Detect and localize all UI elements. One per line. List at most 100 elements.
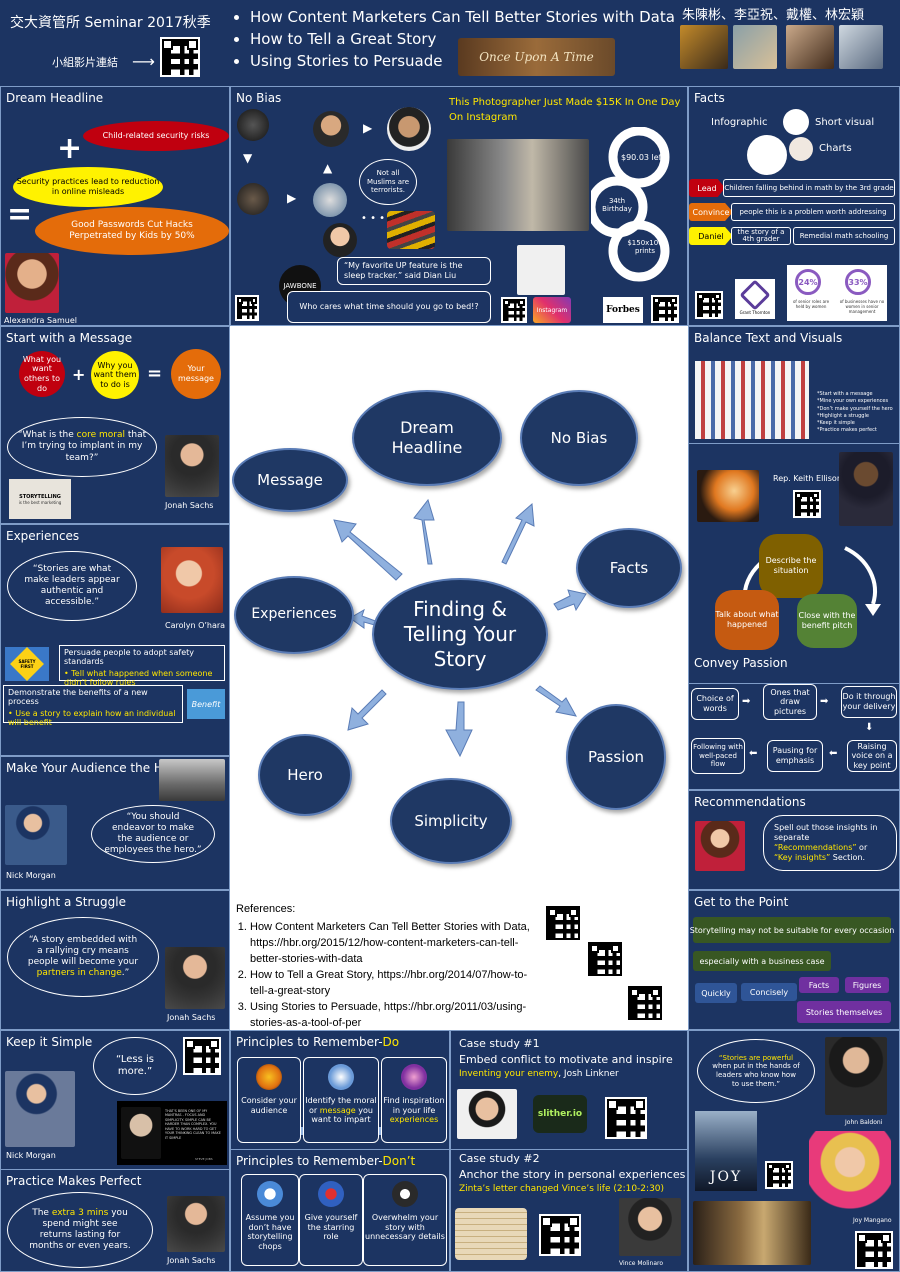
forbes-qr-code[interactable] bbox=[651, 295, 679, 323]
panel-title: Practice Makes Perfect bbox=[6, 1174, 142, 1188]
topic-list: How Content Marketers Can Tell Better St… bbox=[230, 6, 675, 72]
title-highlight: Do bbox=[382, 1035, 400, 1049]
lead-tag: Lead bbox=[689, 179, 725, 197]
plus-sign: + bbox=[57, 131, 83, 166]
jobs-quote-card: THAT'S BEEN ONE OF MY MANTRAS - FOCUS AN… bbox=[117, 1101, 227, 1165]
triangle-up-icon: ▲ bbox=[323, 161, 333, 175]
leaders-qr-code[interactable] bbox=[855, 1231, 893, 1269]
panel-title: Highlight a Struggle bbox=[6, 895, 126, 909]
video-qr-code[interactable] bbox=[160, 37, 200, 77]
node-dream-headline: Dream Headline bbox=[352, 390, 502, 486]
case1-panel: Case study #1 Embed conflict to motivate… bbox=[450, 1030, 688, 1150]
core-moral-bubble: “What is the core moral that I’m trying … bbox=[7, 417, 157, 477]
muslims-bubble: Not all Muslims are terrorists. bbox=[359, 159, 417, 205]
photographer-qr-code[interactable] bbox=[501, 297, 527, 323]
title-highlight: Don’t bbox=[382, 1154, 416, 1168]
equals-sign: = bbox=[147, 363, 163, 384]
case-highlight[interactable]: Inventing your enemy bbox=[459, 1069, 559, 1079]
quote-highlight: partners in change bbox=[36, 968, 122, 979]
reference-qr-code[interactable] bbox=[588, 942, 622, 976]
tip: *Highlight a struggle bbox=[817, 412, 869, 419]
node-experiences: Experiences bbox=[234, 576, 354, 654]
arrow-right-icon: ➡ bbox=[820, 696, 829, 707]
author-photo bbox=[786, 25, 834, 69]
jobs-quote: THAT'S BEEN ONE OF MY MANTRAS - FOCUS AN… bbox=[165, 1109, 221, 1140]
convince-tag: Convince bbox=[689, 203, 733, 221]
node-hero: Hero bbox=[258, 734, 352, 816]
cycle-diagram bbox=[591, 127, 670, 282]
smiling-man-photo bbox=[313, 111, 349, 147]
towers-photo bbox=[313, 183, 347, 217]
safety-box: Persuade people to adopt safety standard… bbox=[59, 645, 225, 687]
references-list: How Content Marketers Can Tell Better St… bbox=[236, 920, 542, 1032]
joy-mangano-photo bbox=[809, 1131, 891, 1213]
tip: *Don’t make yourself the hero bbox=[817, 405, 893, 412]
case1-qr-code[interactable] bbox=[605, 1097, 647, 1139]
author-photo bbox=[733, 25, 777, 69]
forbes-logo: Forbes bbox=[603, 297, 643, 323]
nick-morgan-photo bbox=[5, 1071, 75, 1147]
instagram-text: Instagram bbox=[536, 306, 568, 314]
do-highlight: message bbox=[319, 1105, 356, 1115]
alexandra-photo bbox=[5, 253, 59, 313]
leaders-bubble: “Stories are powerful when put in the ha… bbox=[697, 1039, 815, 1103]
joy-qr-code[interactable] bbox=[765, 1161, 793, 1189]
case-highlight[interactable]: Zinta’s letter changed Vince’s life (2:1… bbox=[459, 1184, 665, 1194]
safety-first-sign: SAFETY FIRST bbox=[5, 647, 49, 681]
recommend-panel: Recommendations Spell out those insights… bbox=[688, 790, 900, 890]
rec-highlight: “Recommendations” bbox=[774, 843, 857, 852]
tip: *Start with a message bbox=[817, 391, 873, 397]
node-passion: Passion bbox=[566, 704, 666, 810]
reference-item[interactable]: How Content Marketers Can Tell Better St… bbox=[250, 920, 542, 968]
no-bias-qr-code[interactable] bbox=[235, 295, 259, 321]
nick-morgan-photo bbox=[5, 805, 67, 865]
inspiration-icon bbox=[401, 1064, 427, 1090]
your-message-circle: Your message bbox=[171, 349, 221, 399]
node-simplicity: Simplicity bbox=[390, 778, 512, 864]
reference-qr-code[interactable] bbox=[546, 906, 580, 940]
simple-qr-code[interactable] bbox=[183, 1037, 221, 1075]
facts-qr-code[interactable] bbox=[695, 291, 723, 319]
case2-qr-code[interactable] bbox=[539, 1214, 581, 1256]
reference-item[interactable]: How to Tell a Great Story, https://hbr.o… bbox=[250, 968, 542, 1000]
reference-item[interactable]: Using Stories to Persuade, https://hbr.o… bbox=[250, 1000, 542, 1032]
dian-liu-photo bbox=[323, 223, 357, 257]
video-link-label[interactable]: 小組影片連結 bbox=[52, 56, 118, 69]
panel-title: Principles to Remember-Don’t bbox=[236, 1154, 415, 1168]
storytelling-book: STORYTELLING is the best marketing bbox=[9, 479, 71, 519]
arrow-to-hero bbox=[347, 689, 387, 731]
topic-item: Using Stories to Persuade bbox=[250, 50, 675, 72]
dont-text: Overwhelm your story with unnecessary de… bbox=[365, 1213, 445, 1242]
do-text: Consider your audience bbox=[241, 1096, 297, 1115]
arrowhead bbox=[865, 604, 881, 616]
infographic-circle bbox=[783, 109, 809, 135]
do-text: Find inspiration in your life bbox=[383, 1096, 445, 1115]
gear-close: Close with the benefit pitch bbox=[797, 594, 857, 648]
box-bullet-text: Tell what happened when someone didn’t f… bbox=[64, 669, 213, 687]
quote-highlight: core moral bbox=[76, 430, 126, 441]
reference-qr-code[interactable] bbox=[628, 986, 662, 1020]
cycle-label: $150x100 prints bbox=[627, 239, 663, 255]
carolyn-photo bbox=[161, 547, 223, 613]
stat-caption: of businesses have no women in senior ma… bbox=[839, 299, 885, 314]
arrow-to-simplicity bbox=[445, 701, 473, 758]
hooded-figure-photo bbox=[237, 109, 269, 141]
quote-text: you spend might see returns lasting for … bbox=[29, 1207, 131, 1252]
tips-list: *Start with a message *Mine your own exp… bbox=[817, 391, 893, 435]
author-names: 朱陳彬、李亞祝、戴權、林宏穎 bbox=[682, 8, 865, 23]
jonah-sachs-photo bbox=[165, 947, 225, 1009]
rec-text: Spell out those insights in separate bbox=[774, 823, 878, 842]
case-title: Case study #2 bbox=[459, 1152, 540, 1165]
book-title: STORYTELLING bbox=[19, 493, 61, 500]
do-highlight: experiences bbox=[389, 1115, 439, 1125]
practice-panel: Practice Makes Perfect The extra 3 mins … bbox=[0, 1170, 230, 1272]
node-message: Message bbox=[232, 448, 348, 512]
panel-title: No Bias bbox=[236, 91, 282, 105]
panel-title: Recommendations bbox=[694, 795, 806, 809]
daniel-row-2: Remedial math schooling bbox=[793, 227, 895, 245]
weave-qr-code[interactable] bbox=[793, 490, 821, 518]
book-subtitle: is the best marketing bbox=[18, 499, 62, 505]
box-bullet: • Use a story to explain how an individu… bbox=[8, 709, 176, 727]
jawbone-text: JAWBONE bbox=[283, 282, 317, 290]
grant-thornton-logo: Grant Thornton bbox=[735, 278, 775, 319]
